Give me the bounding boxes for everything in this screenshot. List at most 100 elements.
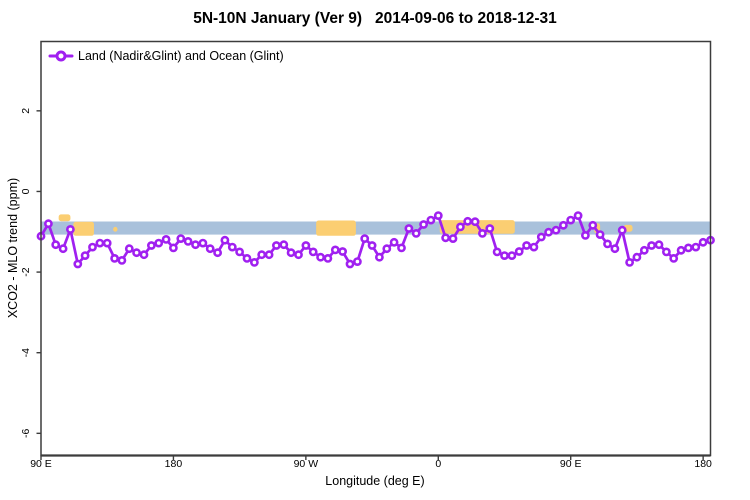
highlight-patch [316,220,356,236]
data-point [581,230,590,240]
data-point [617,225,627,235]
data-point [330,245,340,255]
data-point [73,259,83,269]
data-point [404,224,414,233]
data-point [662,247,671,257]
data-point [514,247,524,256]
data-point [500,251,509,260]
data-point [529,242,539,252]
data-point [603,239,612,249]
data-point [573,211,583,220]
data-point [367,241,377,250]
data-point [110,253,119,263]
data-point [477,228,487,238]
y-tick-label: -4 [20,348,32,357]
data-point [536,232,546,242]
x-tick-label: 90 W [294,458,319,470]
y-tick-label: 2 [20,108,32,114]
legend-entry-label: Land (Nadir&Glint) and Ocean (Glint) [78,49,284,63]
data-point [470,217,480,227]
data-point [58,244,68,254]
data-point [426,215,436,225]
data-point [382,244,392,254]
data-point [463,216,473,226]
data-point [249,257,259,267]
x-tick-label: 180 [694,458,712,470]
data-point [146,241,156,250]
data-point [44,219,53,229]
chart-title: 5N-10N January (Ver 9) 2014-09-06 to 201… [193,10,557,27]
data-point [124,244,134,254]
data-point [566,215,576,225]
y-tick-label: -2 [20,267,32,276]
x-tick-label: 90 E [30,458,52,470]
data-point [271,241,281,250]
data-point [352,257,362,266]
data-point [544,227,553,237]
data-point [205,244,215,254]
data-point [279,240,289,250]
data-point [654,240,664,250]
data-point [161,234,171,244]
legend-marker-icon [55,50,67,62]
data-point [485,224,495,233]
data-point [433,211,443,220]
data-point [360,234,370,243]
data-point [117,255,127,265]
x-axis-title: Longitude (deg E) [325,474,425,488]
data-point [691,242,701,252]
reference-band [41,221,711,235]
data-point [51,240,61,250]
data-point [595,230,605,239]
data-point [698,237,708,247]
data-point [198,238,208,248]
data-point [507,251,517,260]
data-point [610,244,620,254]
data-point [684,243,693,253]
plot-box [40,40,712,457]
data-point [448,234,458,243]
data-point [66,224,75,234]
data-point [286,248,296,258]
data-point [316,252,325,262]
data-point [345,259,355,269]
data-point [264,250,274,260]
y-tick-label: -6 [20,429,32,438]
data-point [669,253,679,263]
data-point [154,238,164,248]
data-point [559,220,568,230]
data-point [301,241,311,250]
data-point [139,250,149,260]
data-point [522,241,531,250]
highlight-patch [73,221,94,236]
data-point [551,225,561,235]
data-point [220,235,230,245]
data-point [419,220,428,229]
data-point [411,228,421,238]
x-tick-label: 0 [435,458,441,470]
highlight-patch [58,214,71,222]
data-point [213,248,222,258]
y-tick-label: 0 [20,188,32,194]
y-axis-title: XCO2 - MLO trend (ppm) [6,177,20,319]
data-point [183,236,193,246]
data-point [374,252,384,262]
data-point [441,233,450,243]
data-point [235,247,244,257]
data-point [323,253,333,263]
data-point [294,250,303,260]
data-point [257,250,267,260]
data-point [625,257,634,267]
highlight-patch [113,226,118,232]
x-tick-label: 180 [165,458,183,470]
data-point [492,247,502,257]
data-point [308,247,318,257]
data-point [338,247,347,256]
data-point [227,242,237,252]
data-point [639,245,649,255]
data-point [88,242,97,252]
data-point [102,238,112,248]
data-point [588,220,598,230]
data-point [132,248,141,258]
